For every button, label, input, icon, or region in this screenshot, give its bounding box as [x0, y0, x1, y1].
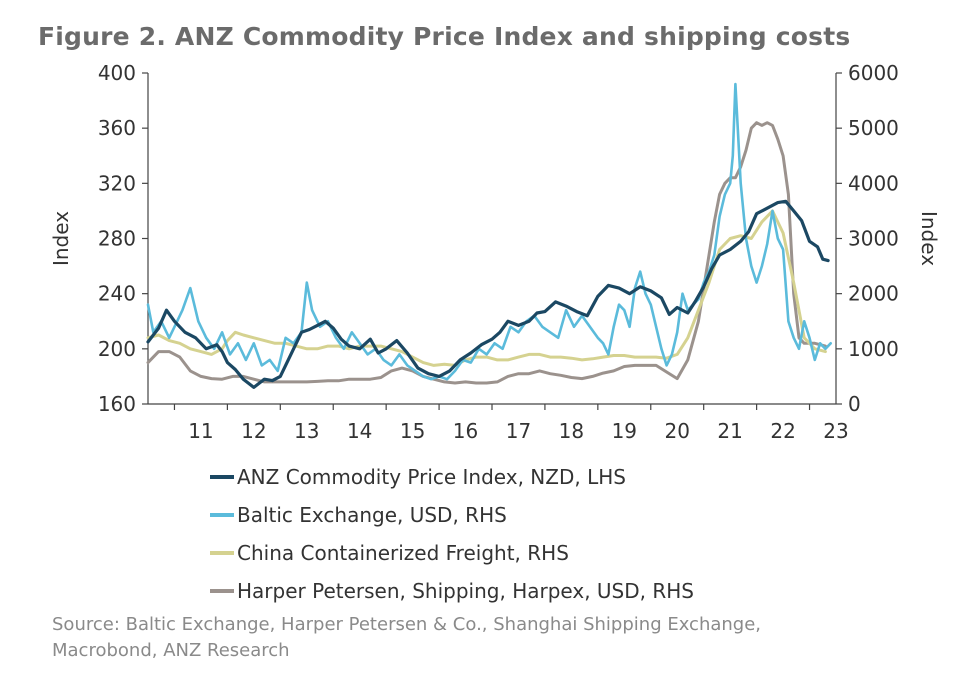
- axes: 1602002402803203604000100020003000400050…: [49, 61, 941, 443]
- x-tick-label: 19: [612, 419, 637, 443]
- y-left-tick-label: 320: [98, 171, 136, 195]
- chart-title: Figure 2. ANZ Commodity Price Index and …: [38, 22, 851, 51]
- x-tick-label: 14: [347, 419, 372, 443]
- legend-swatch: [210, 513, 234, 517]
- x-tick-label: 15: [400, 419, 425, 443]
- legend-label: Baltic Exchange, USD, RHS: [237, 503, 507, 527]
- series-line-0: [146, 199, 830, 389]
- x-tick-label: 22: [770, 419, 795, 443]
- series-line-3: [146, 121, 827, 385]
- x-tick-label: 21: [717, 419, 742, 443]
- series-layer: [146, 82, 833, 389]
- y-right-tick-label: 5000: [848, 116, 899, 140]
- legend-label: ANZ Commodity Price Index, NZD, LHS: [237, 465, 626, 489]
- source-line: Macrobond, ANZ Research: [52, 640, 290, 661]
- x-tick-label: 16: [453, 419, 478, 443]
- legend-swatch: [210, 589, 234, 593]
- y-left-axis-label: Index: [49, 211, 73, 266]
- legend-swatch: [210, 551, 234, 555]
- legend-item: ANZ Commodity Price Index, NZD, LHS: [210, 458, 694, 496]
- x-tick-label: 12: [241, 419, 266, 443]
- y-left-tick-label: 400: [98, 61, 136, 85]
- y-left-tick-label: 280: [98, 227, 136, 251]
- x-tick-label: 20: [665, 419, 690, 443]
- series-line-1: [146, 82, 833, 381]
- y-right-tick-label: 2000: [848, 282, 899, 306]
- y-right-tick-label: 3000: [848, 227, 899, 251]
- y-left-tick-label: 240: [98, 282, 136, 306]
- legend: ANZ Commodity Price Index, NZD, LHS Balt…: [210, 458, 694, 610]
- legend-item: China Containerized Freight, RHS: [210, 534, 694, 572]
- x-tick-label: 13: [294, 419, 319, 443]
- y-right-tick-label: 4000: [848, 171, 899, 195]
- y-left-tick-label: 160: [98, 392, 136, 416]
- y-right-tick-label: 0: [848, 392, 861, 416]
- y-left-tick-label: 360: [98, 116, 136, 140]
- source-line: Source: Baltic Exchange, Harper Petersen…: [52, 614, 762, 635]
- y-right-tick-label: 6000: [848, 61, 899, 85]
- x-tick-label: 17: [506, 419, 531, 443]
- legend-label: China Containerized Freight, RHS: [237, 541, 569, 565]
- legend-item: Baltic Exchange, USD, RHS: [210, 496, 694, 534]
- legend-swatch: [210, 475, 234, 479]
- legend-item: Harper Petersen, Shipping, Harpex, USD, …: [210, 572, 694, 610]
- x-tick-label: 23: [823, 419, 848, 443]
- series-line-2: [146, 209, 827, 367]
- source-note: Source: Baltic Exchange, Harper Petersen…: [52, 612, 932, 664]
- x-tick-label: 18: [559, 419, 584, 443]
- y-right-axis-label: Index: [917, 211, 941, 266]
- y-left-tick-label: 200: [98, 337, 136, 361]
- legend-label: Harper Petersen, Shipping, Harpex, USD, …: [237, 579, 694, 603]
- y-right-tick-label: 1000: [848, 337, 899, 361]
- x-tick-label: 11: [188, 419, 213, 443]
